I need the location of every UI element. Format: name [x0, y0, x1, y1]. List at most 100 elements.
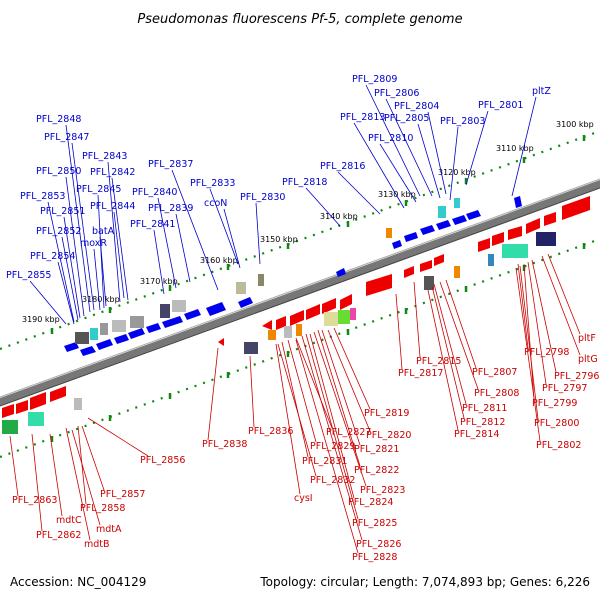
reverse-gene[interactable] — [276, 316, 286, 330]
gene-label[interactable]: PFL_2823 — [360, 485, 405, 496]
gene-block[interactable] — [130, 316, 144, 328]
gene-label[interactable]: PFL_2814 — [454, 429, 499, 440]
gene-label[interactable]: mdtB — [84, 539, 110, 550]
gene-label[interactable]: pltG — [578, 354, 598, 365]
reverse-gene[interactable] — [2, 404, 14, 418]
gene-label[interactable]: PFL_2829 — [310, 441, 355, 452]
gene-label[interactable]: PFL_2863 — [12, 495, 57, 506]
gene-label[interactable]: PFL_2802 — [536, 440, 581, 451]
gene-label[interactable]: PFL_2816 — [320, 161, 365, 172]
forward-gene[interactable] — [162, 316, 183, 328]
gene-label[interactable]: PFL_2841 — [130, 219, 175, 230]
gene-label[interactable]: PFL_2837 — [148, 159, 193, 170]
gene-label[interactable]: PFL_2853 — [20, 191, 65, 202]
gene-label[interactable]: PFL_2811 — [462, 403, 507, 414]
gene-label[interactable]: mdtA — [96, 524, 122, 535]
gene-label[interactable]: PFL_2856 — [140, 455, 185, 466]
forward-gene[interactable] — [392, 240, 402, 249]
gene-label[interactable]: PFL_2798 — [524, 347, 569, 358]
gene-label[interactable]: PFL_2848 — [36, 114, 81, 125]
gene-block[interactable] — [424, 276, 434, 290]
gene-label[interactable]: PFL_2833 — [190, 178, 235, 189]
gene-label[interactable]: PFL_2808 — [474, 388, 519, 399]
forward-gene[interactable] — [64, 342, 79, 352]
forward-gene[interactable] — [114, 334, 129, 344]
gene-block[interactable] — [324, 312, 338, 326]
reverse-gene[interactable] — [366, 274, 392, 296]
gene-block[interactable] — [172, 300, 186, 312]
reverse-gene[interactable] — [16, 400, 28, 414]
gene-label[interactable]: PFL_2854 — [30, 251, 75, 262]
reverse-gene[interactable] — [262, 320, 272, 330]
gene-label[interactable]: PFL_2813 — [340, 112, 385, 123]
reverse-gene[interactable] — [218, 338, 224, 346]
forward-gene[interactable] — [420, 225, 435, 235]
reverse-gene[interactable] — [562, 196, 590, 220]
gene-label[interactable]: PFL_2845 — [76, 184, 121, 195]
gene-label[interactable]: PFL_2807 — [472, 367, 517, 378]
reverse-gene[interactable] — [404, 266, 414, 278]
gene-label[interactable]: PFL_2851 — [40, 206, 85, 217]
gene-label[interactable]: PFL_2804 — [394, 101, 439, 112]
gene-label[interactable]: PFL_2817 — [398, 368, 443, 379]
gene-block[interactable] — [454, 266, 460, 278]
gene-block[interactable] — [100, 323, 108, 335]
gene-label[interactable]: PFL_2799 — [532, 398, 577, 409]
gene-block[interactable] — [488, 254, 494, 266]
gene-label[interactable]: PFL_2839 — [148, 203, 193, 214]
reverse-gene[interactable] — [478, 238, 490, 252]
gene-label[interactable]: PFL_2842 — [90, 167, 135, 178]
forward-gene[interactable] — [96, 339, 113, 350]
reverse-gene[interactable] — [420, 260, 432, 272]
gene-block[interactable] — [2, 420, 18, 434]
gene-label[interactable]: PFL_2836 — [248, 426, 293, 437]
gene-label[interactable]: PFL_2815 — [416, 356, 461, 367]
gene-label[interactable]: batA — [92, 226, 115, 237]
gene-label[interactable]: PFL_2827 — [326, 427, 371, 438]
gene-block[interactable] — [454, 198, 460, 208]
gene-label[interactable]: moxR — [80, 238, 107, 249]
gene-label[interactable]: PFL_2818 — [282, 177, 327, 188]
reverse-gene[interactable] — [322, 298, 336, 314]
reverse-gene[interactable] — [50, 386, 66, 402]
reverse-gene[interactable] — [526, 218, 540, 234]
gene-block[interactable] — [268, 330, 276, 340]
gene-label[interactable]: PFL_2858 — [80, 503, 125, 514]
gene-label[interactable]: PFL_2797 — [542, 383, 587, 394]
gene-label[interactable]: PFL_2801 — [478, 100, 523, 111]
gene-label[interactable]: PFL_2850 — [36, 166, 81, 177]
gene-block[interactable] — [536, 232, 556, 246]
gene-label[interactable]: PFL_2832 — [310, 475, 355, 486]
gene-label[interactable]: PFL_2857 — [100, 489, 145, 500]
gene-block[interactable] — [160, 304, 170, 318]
gene-label[interactable]: PFL_2847 — [44, 132, 89, 143]
reverse-gene[interactable] — [340, 294, 352, 310]
gene-block[interactable] — [258, 274, 264, 286]
reverse-gene[interactable] — [306, 304, 320, 320]
gene-block[interactable] — [236, 282, 246, 294]
gene-block[interactable] — [338, 310, 350, 324]
gene-label[interactable]: PFL_2803 — [440, 116, 485, 127]
gene-label[interactable]: mdtC — [56, 515, 82, 526]
gene-label[interactable]: PFL_2809 — [352, 74, 397, 85]
forward-gene[interactable] — [452, 215, 467, 225]
gene-label[interactable]: PFL_2810 — [368, 133, 413, 144]
gene-block[interactable] — [502, 244, 528, 258]
gene-label[interactable]: PFL_2819 — [364, 408, 409, 419]
reverse-gene[interactable] — [434, 254, 444, 266]
reverse-gene[interactable] — [492, 232, 504, 246]
forward-gene[interactable] — [238, 297, 253, 308]
gene-label[interactable]: PFL_2812 — [460, 417, 505, 428]
gene-label[interactable]: PFL_2855 — [6, 270, 51, 281]
gene-label[interactable]: PFL_2824 — [348, 497, 393, 508]
gene-block[interactable] — [296, 324, 302, 336]
gene-label[interactable]: PFL_2820 — [366, 430, 411, 441]
gene-block[interactable] — [438, 206, 446, 218]
gene-label[interactable]: PFL_2821 — [354, 444, 399, 455]
reverse-gene[interactable] — [30, 392, 46, 410]
forward-gene[interactable] — [466, 210, 481, 220]
gene-label[interactable]: PFL_2840 — [132, 187, 177, 198]
gene-block[interactable] — [90, 328, 98, 340]
gene-label[interactable]: pltF — [578, 333, 596, 344]
reverse-gene[interactable] — [290, 310, 304, 326]
